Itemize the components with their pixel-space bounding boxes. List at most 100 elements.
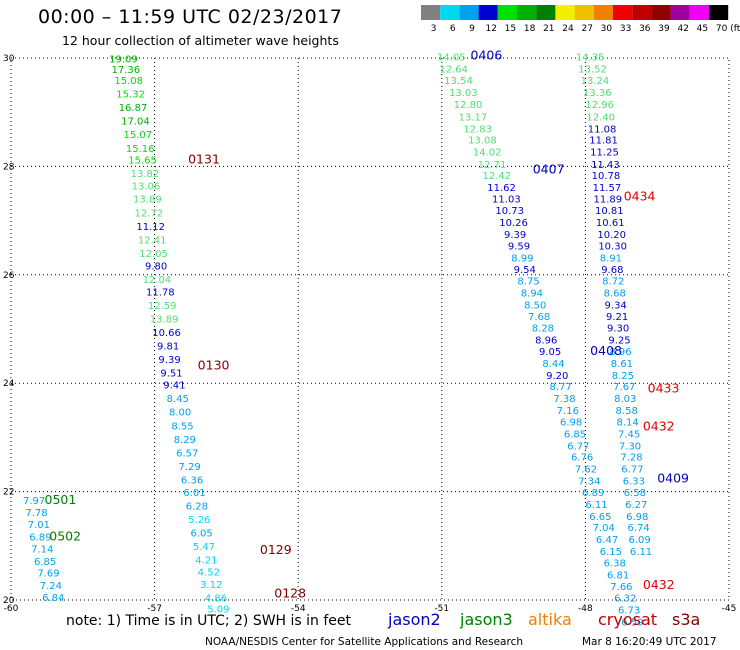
wave-height-value: 7.28 (620, 453, 642, 464)
wave-height-value: 17.04 (121, 117, 150, 128)
wave-height-value: 8.45 (167, 394, 189, 405)
color-swatch (593, 5, 613, 20)
wave-height-value: 6.73 (618, 606, 640, 617)
wave-height-value: 8.44 (542, 359, 564, 370)
wave-height-value: 7.69 (37, 569, 59, 580)
legend-item-jason2: jason2 (387, 610, 441, 629)
wave-height-value: 7.24 (40, 581, 62, 592)
wave-height-value: 13.54 (444, 76, 473, 87)
lat-tick-label: 30 (3, 54, 15, 64)
pass-id-label: 0432 (643, 418, 675, 433)
color-swatch (440, 5, 460, 20)
wave-height-value: 6.65 (589, 512, 611, 523)
wave-height-value: 15.16 (126, 144, 155, 155)
wave-height-value: 8.99 (511, 253, 533, 264)
wave-height-value: 15.65 (128, 156, 157, 167)
wave-height-value: 8.14 (617, 417, 639, 428)
color-swatch (421, 5, 441, 20)
wave-height-value: 6.98 (560, 417, 582, 428)
wave-height-value: 9.21 (606, 312, 628, 323)
color-scale-label: 24 (562, 24, 574, 34)
wave-height-value: 7.29 (179, 462, 201, 473)
wave-height-value: 6.58 (624, 488, 646, 499)
wave-height-value: 4.52 (198, 568, 220, 579)
wave-height-value: 6.81 (607, 570, 629, 581)
legend-item-s3a: s3a (672, 610, 700, 629)
color-scale-label: 39 (658, 24, 670, 34)
color-scale-label: 45 (697, 24, 708, 34)
wave-height-value: 7.04 (593, 523, 615, 534)
wave-height-value: 14.05 (437, 53, 466, 64)
wave-height-value: 8.96 (535, 336, 557, 347)
color-swatch (670, 5, 690, 20)
wave-height-value: 6.77 (621, 465, 643, 476)
color-scale-label: 6 (450, 24, 456, 34)
wave-height-value: 10.20 (597, 230, 626, 241)
wave-height-value: 6.27 (625, 500, 647, 511)
wave-height-value: 7.01 (28, 520, 50, 531)
wave-height-value: 7.62 (575, 465, 597, 476)
wave-height-value: 9.34 (605, 300, 627, 311)
page-title: 00:00 – 11:59 UTC 02/23/2017 (38, 6, 343, 28)
legend-item-cryosat: cryosat (598, 610, 657, 629)
wave-height-value: 12.42 (482, 171, 511, 182)
wave-height-value: 13.52 (578, 65, 607, 76)
wave-height-value: 6.36 (181, 475, 203, 486)
wave-height-value: 6.98 (626, 512, 648, 523)
wave-height-value: 6.74 (628, 523, 650, 534)
color-scale-label: 15 (505, 24, 516, 34)
lon-tick-label: -60 (4, 604, 19, 614)
wave-height-value: 6.77 (567, 441, 589, 452)
wave-height-value: 11.62 (487, 183, 516, 194)
wave-height-value: 12.80 (454, 100, 483, 111)
wave-height-value: 13.89 (150, 314, 179, 325)
wave-height-value: 11.25 (590, 148, 619, 159)
unit-label: (ft) (730, 24, 740, 34)
wave-height-value: 6.09 (628, 535, 650, 546)
wave-height-value: 9.68 (601, 265, 623, 276)
note-text: note: 1) Time is in UTC; 2) SWH is in fe… (66, 613, 352, 629)
pass-id-label: 0433 (648, 380, 680, 395)
wave-height-value: 6.89 (582, 488, 604, 499)
color-scale-label: 42 (677, 24, 688, 34)
wave-height-value: 12.41 (138, 235, 167, 246)
wave-height-value: 8.94 (521, 288, 543, 299)
wave-height-value: 9.80 (145, 261, 167, 272)
wave-height-value: 8.72 (602, 277, 624, 288)
wave-height-value: 13.82 (131, 169, 160, 180)
color-scale-label: 12 (485, 24, 496, 34)
timestamp-text: Mar 8 16:20:49 UTC 2017 (582, 636, 717, 648)
wave-height-value: 12.04 (143, 275, 172, 286)
wave-height-value: 6.76 (571, 453, 593, 464)
wave-height-value: 6.85 (34, 557, 56, 568)
pass-id-label: 0432 (643, 577, 675, 592)
wave-height-value: 13.36 (583, 88, 612, 99)
wave-height-value: 11.12 (136, 222, 165, 233)
color-swatch (497, 5, 517, 20)
pass-id-label: 0501 (45, 492, 77, 507)
satellite-pass-labels: 0131 0130 0129 0128 0406 0407 0408 0409 0434 0433… (45, 48, 690, 601)
wave-height-value: 15.07 (123, 130, 152, 141)
color-swatch (536, 5, 556, 20)
wave-height-value: 9.81 (157, 342, 179, 353)
wave-height-value: 8.91 (600, 253, 622, 264)
wave-height-value: 8.29 (174, 435, 196, 446)
wave-height-value: 11.81 (589, 136, 618, 147)
wave-height-value: 9.41 (163, 381, 185, 392)
wave-height-value: 10.26 (499, 218, 528, 229)
color-swatch (709, 5, 729, 20)
wave-height-value: 4.21 (195, 556, 217, 567)
wave-height-value: 7.97 (23, 496, 45, 507)
wave-height-value: 8.50 (524, 300, 546, 311)
pass-id-label: 0502 (49, 528, 81, 543)
wave-height-value: 7.78 (25, 508, 47, 519)
wave-height-value: 8.58 (616, 406, 638, 417)
lon-tick-label: -48 (578, 604, 593, 614)
wave-height-value: 7.66 (610, 582, 632, 593)
pass-id-label: 0408 (590, 343, 622, 358)
pass-id-label: 0130 (198, 358, 230, 373)
legend-item-jason3: jason3 (459, 610, 513, 629)
pass-id-label: 0434 (624, 189, 656, 204)
pass-id-label: 0129 (260, 542, 292, 557)
wave-height-value: 6.15 (600, 547, 622, 558)
